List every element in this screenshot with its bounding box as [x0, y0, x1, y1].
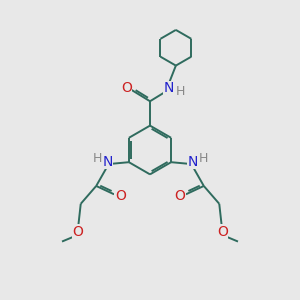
Text: N: N — [187, 154, 198, 169]
Text: H: H — [92, 152, 102, 165]
Text: O: O — [115, 189, 126, 203]
Text: H: H — [199, 152, 208, 165]
Text: N: N — [102, 154, 113, 169]
Text: O: O — [217, 225, 228, 239]
Text: O: O — [121, 81, 132, 94]
Text: H: H — [176, 85, 186, 98]
Text: O: O — [174, 189, 185, 203]
Text: N: N — [164, 82, 174, 95]
Text: O: O — [72, 225, 83, 239]
